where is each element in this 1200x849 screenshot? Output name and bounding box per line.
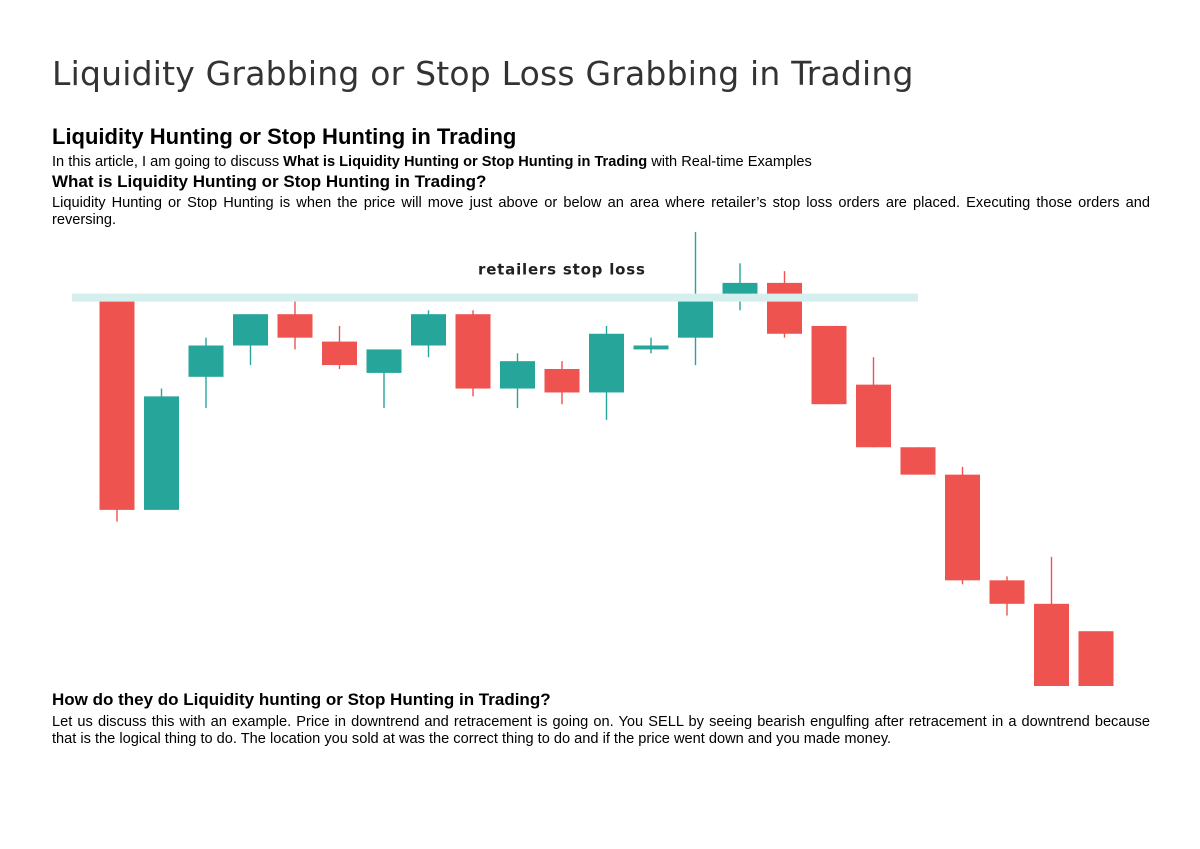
candle-7 <box>366 349 402 409</box>
candle-15 <box>722 263 758 311</box>
candle-body-bullish <box>144 396 179 510</box>
candle-16 <box>767 271 802 338</box>
candle-body-bearish <box>1078 631 1114 686</box>
candle-body-bullish <box>233 314 268 346</box>
candle-body-bearish <box>322 341 357 366</box>
candle-8 <box>411 310 446 358</box>
document-title: Liquidity Grabbing or Stop Loss Grabbing… <box>52 54 914 93</box>
candle-body-bullish <box>500 361 535 389</box>
section-heading-how: How do they do Liquidity hunting or Stop… <box>52 690 551 709</box>
candle-4 <box>233 314 268 366</box>
candle-body-bearish <box>544 368 580 393</box>
candle-body-bearish <box>900 447 936 475</box>
intro-paragraph: In this article, I am going to discuss W… <box>52 154 1150 171</box>
candle-13 <box>633 337 669 354</box>
candle-body-bullish <box>722 282 758 295</box>
candlestick-chart: retailers stop loss <box>60 228 1130 690</box>
candle-body-bullish <box>633 345 669 350</box>
candle-18 <box>856 357 891 448</box>
candles-layer <box>99 232 1114 686</box>
candle-3 <box>188 337 224 409</box>
stop-loss-zone <box>72 293 918 302</box>
candle-body-bearish <box>767 282 802 334</box>
candle-19 <box>900 447 936 475</box>
stop-loss-annotation: retailers stop loss <box>478 261 646 279</box>
intro-suffix: with Real-time Examples <box>647 154 812 170</box>
section-heading-what-is: What is Liquidity Hunting or Stop Huntin… <box>52 172 487 191</box>
candle-body-bullish <box>366 349 402 373</box>
definition-paragraph: Liquidity Hunting or Stop Hunting is whe… <box>52 195 1150 228</box>
candle-12 <box>589 325 624 420</box>
candle-6 <box>322 325 357 369</box>
candlestick-chart-svg: retailers stop loss <box>72 232 1114 686</box>
candle-body-bullish <box>678 294 713 338</box>
candle-22 <box>1034 556 1069 686</box>
candle-body-bullish <box>411 314 446 346</box>
candle-10 <box>500 353 535 409</box>
candle-5 <box>277 294 313 350</box>
candle-body-bearish <box>99 294 135 510</box>
candle-2 <box>144 388 179 510</box>
candle-body-bullish <box>589 333 624 393</box>
candle-body-bearish <box>989 580 1025 604</box>
candle-body-bearish <box>1034 603 1069 686</box>
intro-bold-phrase: What is Liquidity Hunting or Stop Huntin… <box>283 154 648 170</box>
candle-body-bearish <box>811 325 847 405</box>
candle-9 <box>455 310 491 397</box>
candle-11 <box>544 361 580 405</box>
section-heading-liquidity-hunting: Liquidity Hunting or Stop Hunting in Tra… <box>52 124 517 149</box>
candle-1 <box>99 294 135 522</box>
candle-body-bearish <box>277 314 313 338</box>
candle-20 <box>945 466 980 585</box>
candle-body-bullish <box>188 345 224 377</box>
candle-body-bearish <box>945 474 980 581</box>
candle-21 <box>989 576 1025 616</box>
example-paragraph: Let us discuss this with an example. Pri… <box>52 714 1150 747</box>
candle-body-bearish <box>455 314 491 389</box>
candle-body-bearish <box>856 384 891 448</box>
candle-17 <box>811 325 847 405</box>
intro-prefix: In this article, I am going to discuss <box>52 154 284 170</box>
candle-23 <box>1078 631 1114 686</box>
